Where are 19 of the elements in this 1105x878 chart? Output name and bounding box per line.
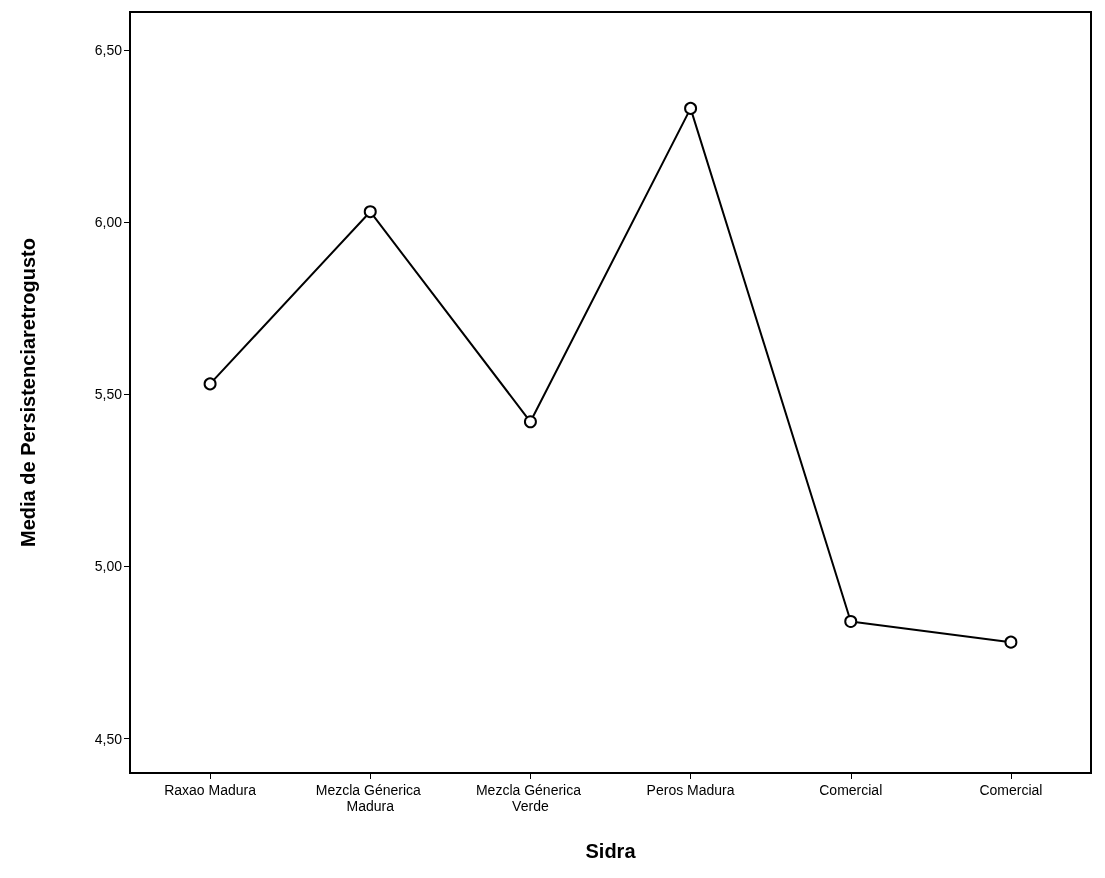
x-tick-label: Mezcla Génerica Madura xyxy=(315,782,425,814)
x-tick-label: Raxao Madura xyxy=(164,782,257,798)
y-tick-label: 5,00 xyxy=(94,558,123,575)
point xyxy=(523,415,537,429)
point xyxy=(363,205,377,219)
point xyxy=(203,377,217,391)
y-axis-title: Media de Persistenciaretrogusto xyxy=(17,238,39,547)
y-tick-label: 5,50 xyxy=(94,386,123,403)
y-tick-label: 6,50 xyxy=(94,41,123,58)
point xyxy=(844,614,858,628)
point xyxy=(684,101,698,115)
x-tick-label: Comercial xyxy=(979,782,1043,798)
y-tick-label: 4,50 xyxy=(94,730,123,747)
x-tick-label: Comercial xyxy=(819,782,883,798)
y-tick-label: 6,00 xyxy=(94,214,123,231)
x-axis-title: Sidra xyxy=(585,840,637,862)
point xyxy=(1004,635,1018,649)
x-tick-label: Mezcla Génerica Verde xyxy=(475,782,585,814)
x-tick-label: Peros Madura xyxy=(646,782,735,798)
